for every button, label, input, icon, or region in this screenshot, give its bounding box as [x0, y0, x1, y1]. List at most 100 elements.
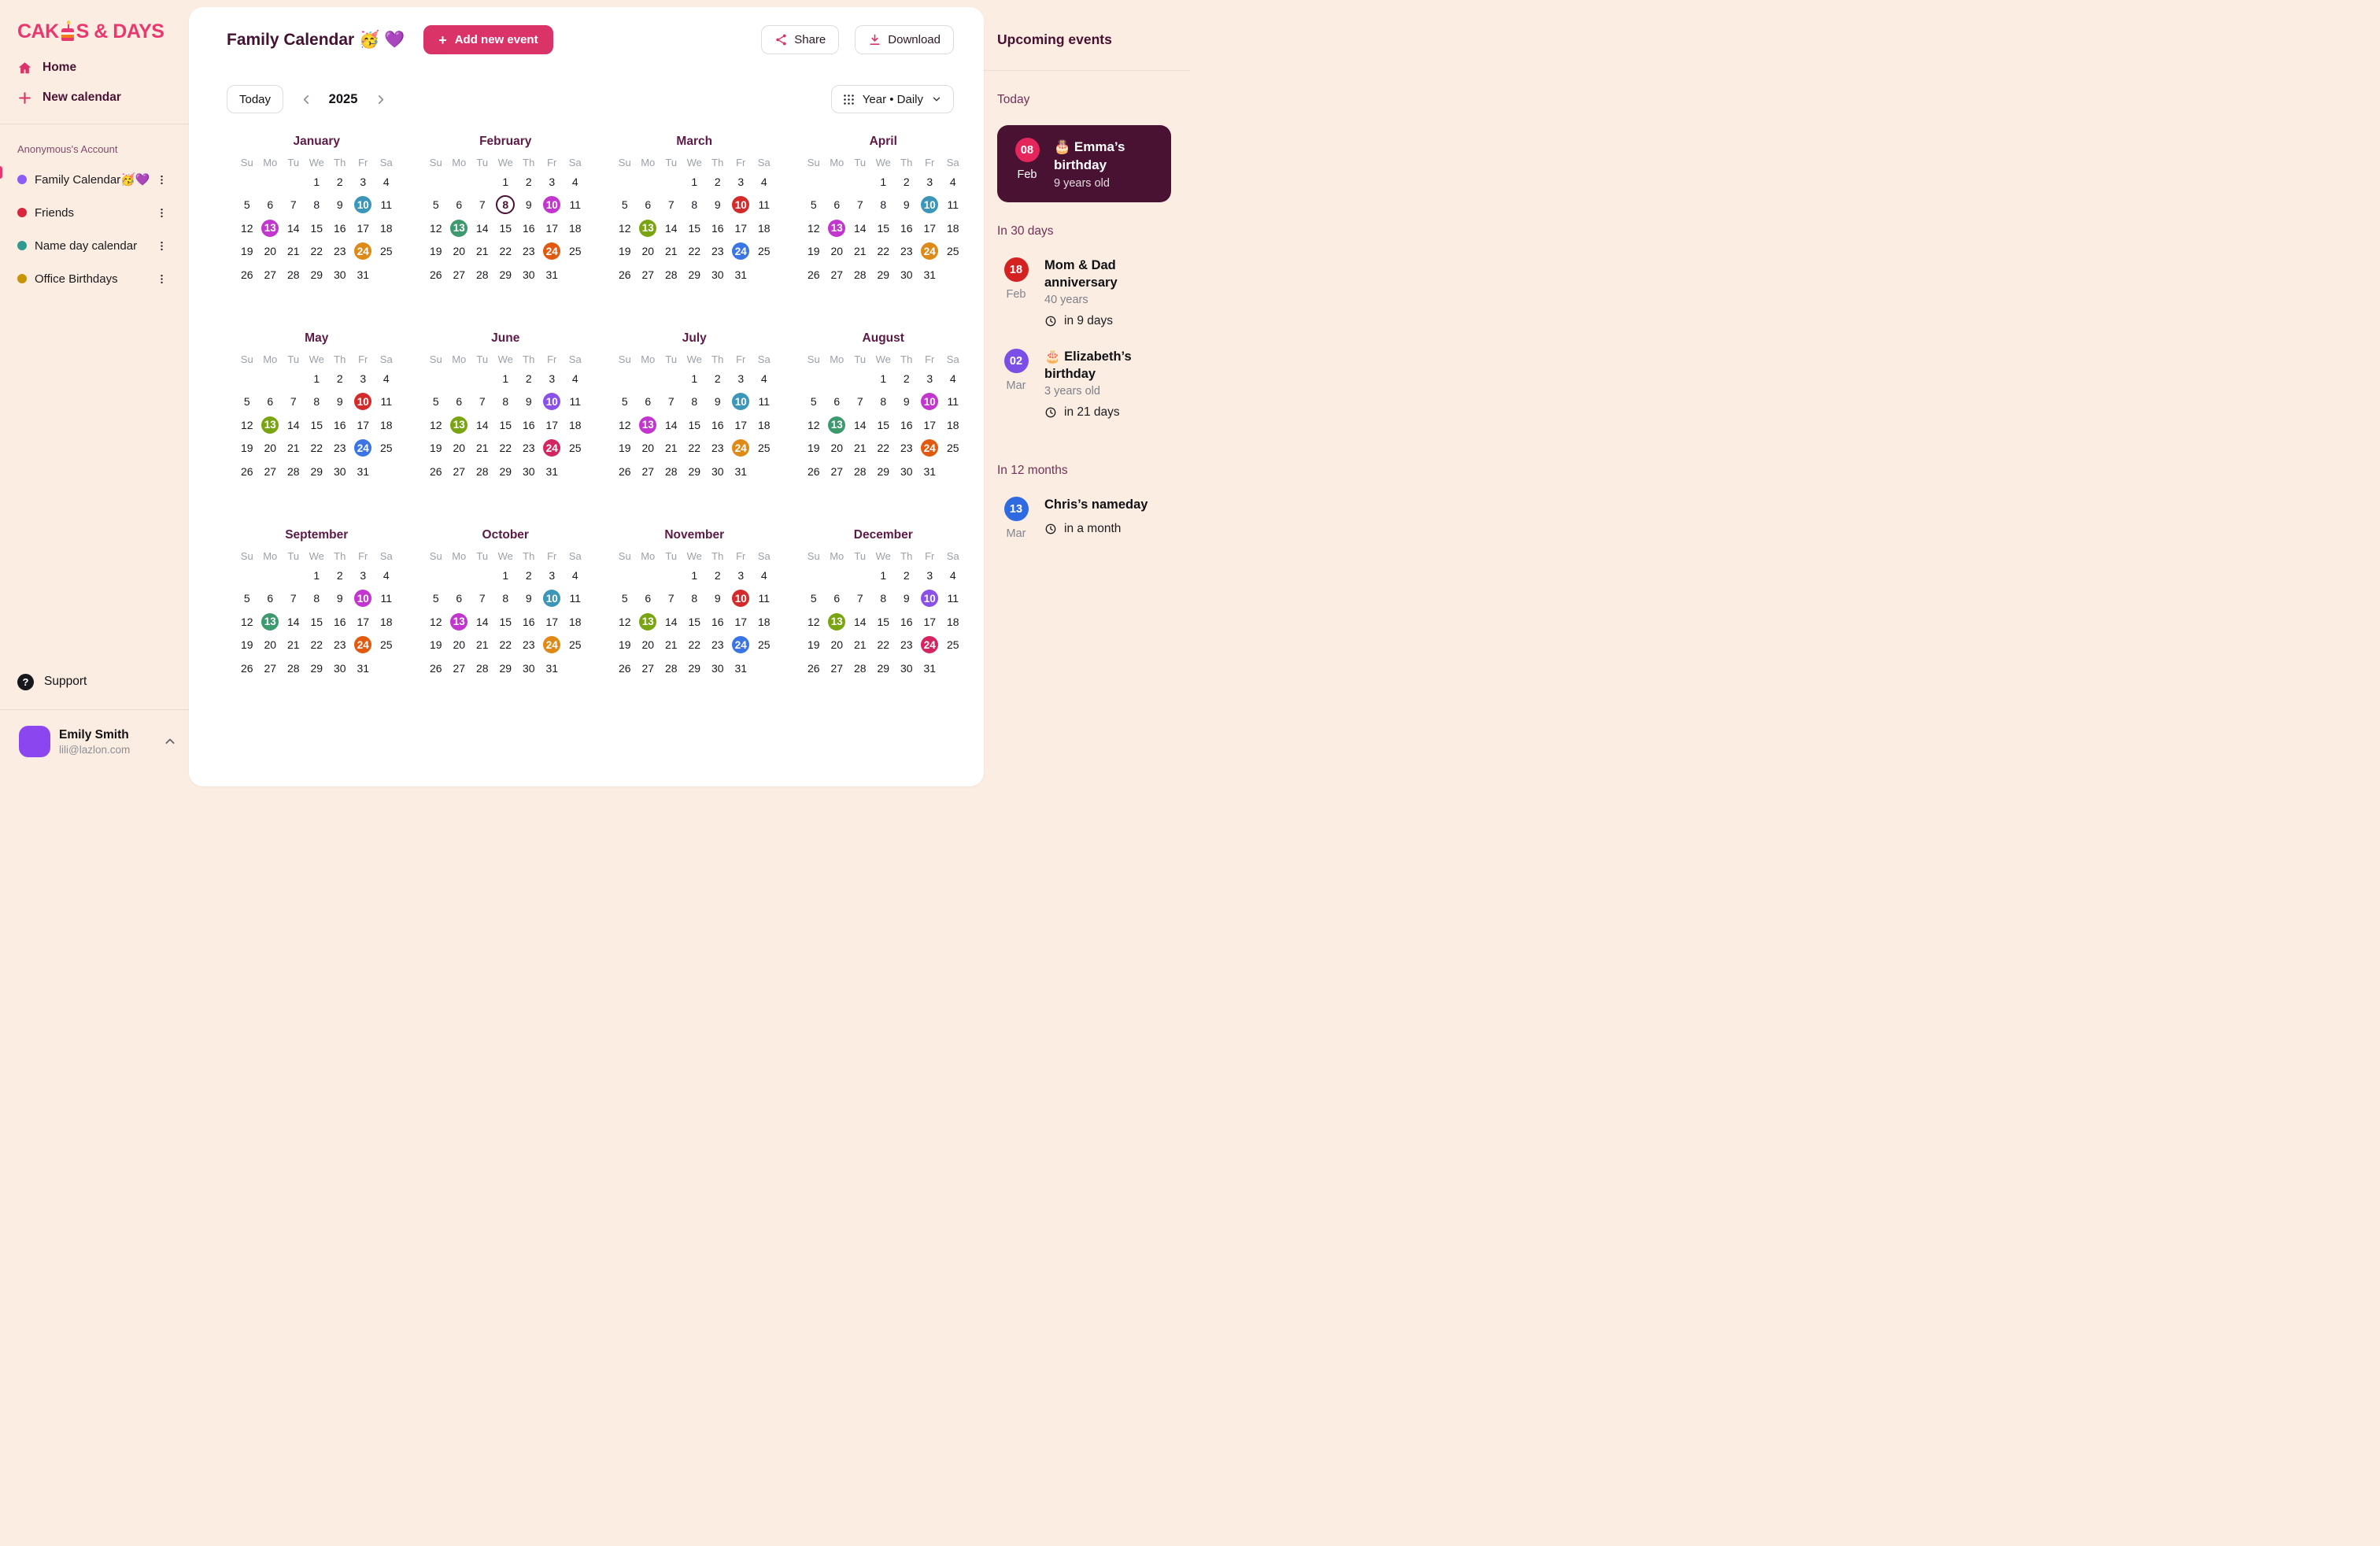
- day-cell[interactable]: 15: [499, 615, 512, 628]
- day-cell[interactable]: 20: [641, 245, 655, 258]
- day-cell[interactable]: 2: [903, 568, 910, 582]
- day-cell[interactable]: 28: [286, 464, 300, 478]
- day-cell[interactable]: 30: [522, 661, 535, 675]
- day-cell[interactable]: 11: [380, 592, 393, 605]
- day-cell[interactable]: 5: [243, 395, 250, 409]
- day-cell[interactable]: 14: [853, 221, 867, 235]
- next-year-button[interactable]: [368, 87, 392, 111]
- day-cell[interactable]: 15: [688, 418, 701, 431]
- day-cell[interactable]: 3: [360, 568, 367, 582]
- day-cell[interactable]: 8: [313, 592, 320, 605]
- day-cell[interactable]: 20: [830, 442, 844, 455]
- day-cell[interactable]: 14: [664, 418, 678, 431]
- day-cell[interactable]: 17: [734, 615, 748, 628]
- day-cell-highlighted[interactable]: 24: [730, 240, 753, 264]
- day-cell[interactable]: 27: [641, 661, 655, 675]
- day-cell[interactable]: 5: [432, 395, 439, 409]
- day-cell[interactable]: 15: [499, 221, 512, 235]
- day-cell[interactable]: 23: [900, 245, 913, 258]
- event-item[interactable]: 02 Mar 🎂 Elizabeth’s birthday 3 years old in…: [997, 349, 1171, 420]
- day-cell[interactable]: 18: [757, 615, 771, 628]
- day-cell[interactable]: 29: [877, 268, 890, 281]
- day-cell[interactable]: 17: [923, 615, 937, 628]
- day-cell[interactable]: 15: [877, 615, 890, 628]
- day-cell-highlighted[interactable]: 13: [826, 216, 849, 240]
- day-cell[interactable]: 21: [286, 245, 300, 258]
- day-cell[interactable]: 3: [926, 372, 933, 385]
- day-cell[interactable]: 18: [946, 221, 959, 235]
- day-cell[interactable]: 5: [621, 592, 628, 605]
- day-cell[interactable]: 17: [734, 221, 748, 235]
- day-cell[interactable]: 27: [264, 464, 277, 478]
- day-cell[interactable]: 16: [900, 221, 913, 235]
- day-cell[interactable]: 22: [688, 245, 701, 258]
- day-cell[interactable]: 14: [475, 615, 489, 628]
- day-cell[interactable]: 11: [758, 592, 771, 605]
- day-cell[interactable]: 31: [923, 268, 937, 281]
- day-cell[interactable]: 23: [522, 442, 535, 455]
- day-cell[interactable]: 29: [310, 464, 323, 478]
- day-cell[interactable]: 6: [267, 592, 274, 605]
- day-cell[interactable]: 17: [545, 418, 559, 431]
- day-cell[interactable]: 2: [525, 568, 532, 582]
- day-cell[interactable]: 4: [949, 568, 956, 582]
- day-cell[interactable]: 22: [499, 442, 512, 455]
- day-cell[interactable]: 25: [379, 442, 393, 455]
- day-cell[interactable]: 4: [760, 568, 767, 582]
- day-cell[interactable]: 17: [545, 615, 559, 628]
- day-cell[interactable]: 3: [737, 175, 745, 188]
- day-cell-highlighted[interactable]: 24: [541, 240, 564, 264]
- day-cell-highlighted[interactable]: 24: [541, 634, 564, 657]
- day-cell[interactable]: 26: [240, 268, 253, 281]
- day-cell-highlighted[interactable]: 13: [448, 413, 471, 437]
- day-cell[interactable]: 16: [333, 418, 346, 431]
- day-cell[interactable]: 27: [264, 661, 277, 675]
- day-cell[interactable]: 15: [877, 418, 890, 431]
- day-cell[interactable]: 23: [900, 638, 913, 652]
- day-cell[interactable]: 23: [522, 245, 535, 258]
- day-cell[interactable]: 9: [903, 395, 910, 409]
- today-button[interactable]: Today: [227, 85, 284, 113]
- day-cell[interactable]: 6: [267, 198, 274, 212]
- day-cell[interactable]: 20: [830, 638, 844, 652]
- day-cell[interactable]: 14: [664, 221, 678, 235]
- day-cell[interactable]: 14: [853, 615, 867, 628]
- day-cell[interactable]: 4: [571, 568, 578, 582]
- day-cell[interactable]: 31: [545, 268, 559, 281]
- day-cell[interactable]: 19: [429, 442, 442, 455]
- day-cell-highlighted[interactable]: 13: [259, 610, 283, 634]
- day-cell[interactable]: 3: [926, 175, 933, 188]
- share-button[interactable]: Share: [761, 25, 840, 54]
- day-cell[interactable]: 23: [333, 442, 346, 455]
- day-cell[interactable]: 16: [522, 418, 535, 431]
- day-cell[interactable]: 21: [286, 638, 300, 652]
- day-cell[interactable]: 12: [429, 221, 442, 235]
- day-cell[interactable]: 22: [499, 638, 512, 652]
- day-cell-highlighted[interactable]: 13: [637, 216, 660, 240]
- day-cell-highlighted[interactable]: 10: [352, 587, 375, 611]
- day-cell[interactable]: 1: [313, 568, 320, 582]
- day-cell[interactable]: 11: [947, 395, 959, 409]
- day-cell[interactable]: 16: [900, 615, 913, 628]
- day-cell-highlighted[interactable]: 10: [918, 390, 942, 414]
- day-cell[interactable]: 11: [758, 395, 771, 409]
- day-cell[interactable]: 19: [429, 245, 442, 258]
- day-cell[interactable]: 6: [833, 198, 841, 212]
- day-cell[interactable]: 2: [336, 568, 343, 582]
- view-select-dropdown[interactable]: Year • Daily: [830, 85, 954, 113]
- day-cell[interactable]: 4: [382, 372, 390, 385]
- day-cell[interactable]: 12: [429, 418, 442, 431]
- calendar-list-item[interactable]: Friends: [0, 196, 189, 229]
- day-cell[interactable]: 2: [714, 568, 721, 582]
- day-cell[interactable]: 31: [734, 464, 748, 478]
- day-cell[interactable]: 12: [807, 615, 820, 628]
- day-cell[interactable]: 15: [499, 418, 512, 431]
- day-cell[interactable]: 26: [429, 268, 442, 281]
- day-cell[interactable]: 5: [432, 592, 439, 605]
- day-cell[interactable]: 9: [714, 198, 721, 212]
- day-cell[interactable]: 1: [880, 372, 887, 385]
- day-cell[interactable]: 1: [502, 175, 509, 188]
- day-cell[interactable]: 23: [900, 442, 913, 455]
- day-cell[interactable]: 2: [714, 175, 721, 188]
- day-cell[interactable]: 19: [240, 638, 253, 652]
